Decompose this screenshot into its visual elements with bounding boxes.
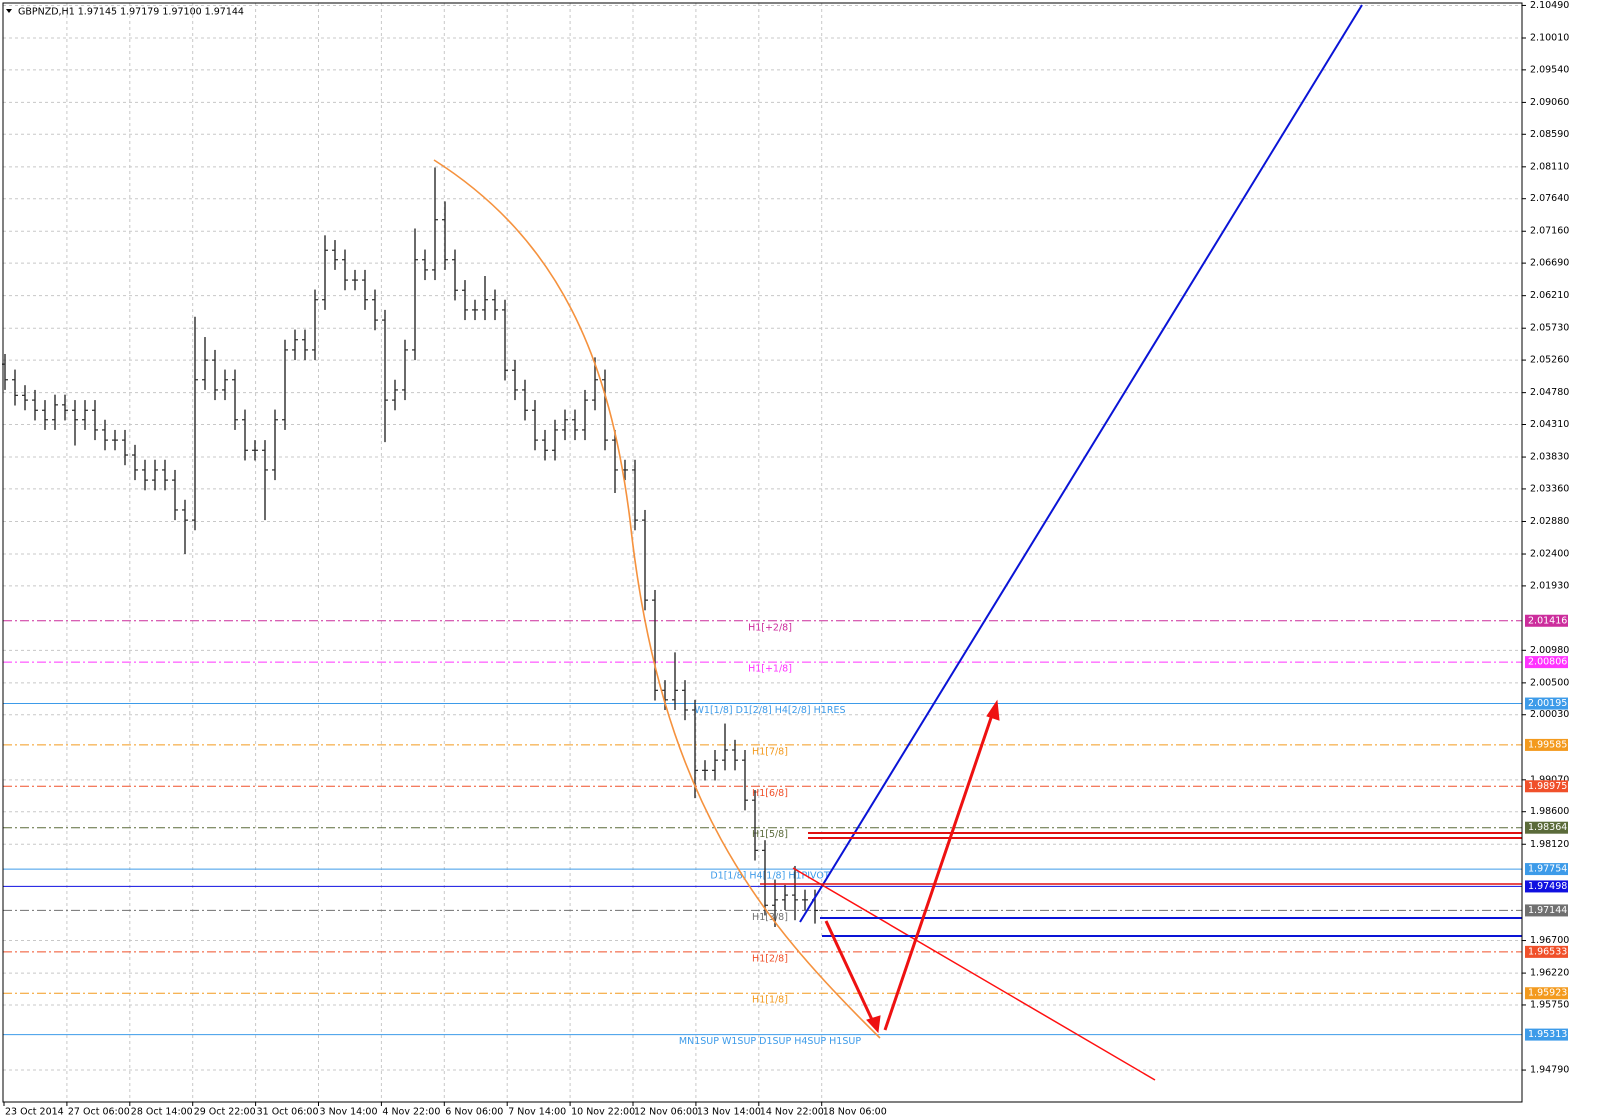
x-tick-label: 27 Oct 06:00	[68, 1107, 130, 1118]
chart-header: GBPNZD,H1 1.97145 1.97179 1.97100 1.9714…	[18, 7, 244, 18]
x-tick-label: 12 Nov 06:00	[634, 1107, 698, 1118]
arrow	[824, 920, 876, 1025]
plot-frame	[2, 2, 1523, 1103]
x-tick-label: 4 Nov 22:00	[382, 1107, 440, 1118]
x-tick-label: 14 Nov 22:00	[760, 1107, 824, 1118]
grid	[3, 3, 1522, 1102]
y-tick-label: 2.04780	[1530, 387, 1569, 398]
level-price-label: 1.98975	[1528, 781, 1567, 792]
arc	[433, 159, 881, 1039]
x-tick-label: 10 Nov 22:00	[571, 1107, 635, 1118]
y-tick-label: 2.00980	[1530, 645, 1569, 656]
levels: H1[+2/8] H1[+1/8] W1[1/8] D1[2/8] H4[2/8] …	[3, 620, 1522, 1047]
arrow-head	[866, 1015, 881, 1034]
y-tick-label: 1.96700	[1530, 935, 1569, 946]
level-price-box	[1525, 904, 1568, 917]
arrow-head	[986, 699, 1000, 721]
level-label: W1[1/8] D1[2/8] H4[2/8] H1RES	[695, 705, 846, 716]
level-label: H1[2/8]	[752, 953, 788, 964]
arrow	[883, 711, 995, 1031]
y-tick-label: 2.05730	[1530, 323, 1569, 334]
level-price-box	[1525, 863, 1568, 876]
level-label: H1[5/8]	[752, 829, 788, 840]
level-price-label: 1.97144	[1528, 905, 1567, 916]
level-price-box	[1525, 738, 1568, 751]
x-tick-label: 3 Nov 14:00	[320, 1107, 378, 1118]
y-tick-label: 2.08110	[1530, 161, 1569, 172]
level-price-label: 2.00806	[1528, 657, 1567, 668]
time-axis: 23 Oct 2014 27 Oct 06:00 28 Oct 14:00 29 Oc…	[3, 1102, 887, 1118]
level-label: H1[+2/8]	[748, 622, 792, 633]
price-axis: 2.10490 2.10010 2.09540 2.09060 2.08590 2.081…	[1522, 0, 1569, 1076]
level-price-box	[1525, 780, 1568, 793]
x-tick-label: 7 Nov 14:00	[508, 1107, 566, 1118]
level-price-box	[1525, 880, 1568, 893]
level-label: H1[7/8]	[752, 746, 788, 757]
level-price-label: 1.98364	[1528, 822, 1567, 833]
trend-line	[799, 4, 1363, 923]
y-tick-label: 2.10490	[1530, 0, 1569, 11]
level-price-box	[1525, 1028, 1568, 1041]
level-label: MN1SUP W1SUP D1SUP H4SUP H1SUP	[679, 1036, 861, 1047]
level-price-label: 1.95313	[1528, 1029, 1567, 1040]
trend-line	[792, 867, 1156, 1081]
level-label: H1[1/8]	[752, 995, 788, 1006]
level-price-box	[1525, 614, 1568, 627]
level-price-label: 2.00195	[1528, 698, 1567, 709]
y-tick-label: 2.05260	[1530, 355, 1569, 366]
x-tick-label: 23 Oct 2014	[5, 1107, 64, 1118]
annotations	[433, 4, 1522, 1081]
x-tick-label: 31 Oct 06:00	[257, 1107, 319, 1118]
y-tick-label: 2.04310	[1530, 419, 1569, 430]
level-price-box	[1525, 987, 1568, 1000]
y-tick-label: 2.09060	[1530, 97, 1569, 108]
y-tick-label: 2.00030	[1530, 709, 1569, 720]
y-tick-label: 2.09540	[1530, 64, 1569, 75]
x-tick-label: 18 Nov 06:00	[823, 1107, 887, 1118]
x-tick-label: 29 Oct 22:00	[194, 1107, 256, 1118]
level-price-label: 1.95923	[1528, 988, 1567, 999]
y-tick-label: 2.02400	[1530, 549, 1569, 560]
y-tick-label: 1.96220	[1530, 968, 1569, 979]
y-tick-label: 2.06210	[1530, 290, 1569, 301]
y-tick-label: 2.01930	[1530, 580, 1569, 591]
y-tick-label: 1.99070	[1530, 774, 1569, 785]
x-tick-label: 28 Oct 14:00	[131, 1107, 193, 1118]
y-tick-label: 2.07640	[1530, 193, 1569, 204]
y-tick-label: 2.02880	[1530, 516, 1569, 527]
y-tick-label: 2.03360	[1530, 483, 1569, 494]
y-tick-label: 2.07160	[1530, 226, 1569, 237]
level-price-label: 1.96533	[1528, 946, 1567, 957]
y-tick-label: 2.00500	[1530, 677, 1569, 688]
level-label: D1[1/8] H4[1/8] H1PIVOT	[710, 871, 830, 882]
y-tick-label: 2.10010	[1530, 32, 1569, 43]
y-tick-label: 2.06690	[1530, 258, 1569, 269]
level-label: H1[3/8]	[752, 912, 788, 923]
y-tick-label: 1.98120	[1530, 839, 1569, 850]
x-tick-label: 13 Nov 14:00	[697, 1107, 761, 1118]
y-tick-label: 2.08590	[1530, 129, 1569, 140]
level-price-box	[1525, 697, 1568, 710]
level-price-box	[1525, 656, 1568, 669]
y-tick-label: 1.98600	[1530, 806, 1569, 817]
level-price-box	[1525, 945, 1568, 958]
level-price-label: 1.97498	[1528, 881, 1567, 892]
level-price-label: 1.99585	[1528, 739, 1567, 750]
level-price-box	[1525, 821, 1568, 834]
y-tick-label: 2.03830	[1530, 452, 1569, 463]
level-price-label: 2.01416	[1528, 615, 1567, 626]
level-price-label: 1.97754	[1528, 864, 1567, 875]
level-label: H1[+1/8]	[748, 664, 792, 675]
menu-triangle	[6, 9, 12, 13]
y-tick-label: 1.95750	[1530, 999, 1569, 1010]
x-tick-label: 6 Nov 06:00	[445, 1107, 503, 1118]
level-label: H1[6/8]	[752, 788, 788, 799]
price-bars	[2, 167, 818, 927]
y-tick-label: 1.94790	[1530, 1065, 1569, 1076]
